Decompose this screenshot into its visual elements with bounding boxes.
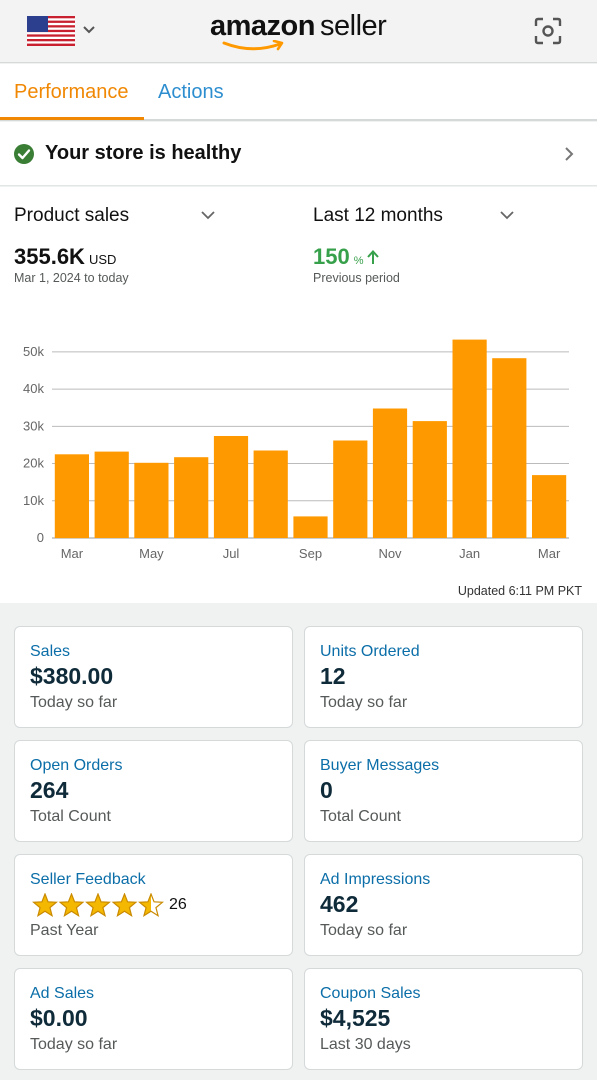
x-tick-label: May [139, 546, 164, 561]
logo-text-amazon: amazon [210, 10, 315, 42]
card-subtitle: Today so far [30, 694, 118, 711]
card-value: 462 [320, 891, 359, 917]
chevron-down-icon[interactable] [200, 209, 216, 221]
arrow-up-icon [366, 250, 379, 264]
store-health-text: Your store is healthy [45, 142, 242, 164]
period-dropdown[interactable]: Last 12 months [313, 205, 443, 226]
x-tick-label: Sep [299, 546, 322, 561]
star-icon [138, 893, 164, 918]
sales-panel: Product sales Last 12 months 355.6K USD M… [0, 187, 597, 603]
sales-bar-chart: 0 10k 20k 30k 40k 50k Mar May Jul Sep Nov Jan Mar [23, 339, 569, 561]
star-icon [85, 893, 111, 918]
star-icon [111, 893, 138, 918]
bar-oct-7[interactable] [333, 440, 368, 539]
previous-period-label: Previous period [313, 271, 400, 285]
sales-card[interactable]: Sales $380.00 Today so far [14, 626, 293, 728]
y-tick-label: 10k [23, 493, 44, 508]
card-subtitle: Last 30 days [320, 1036, 411, 1053]
card-value: $0.00 [30, 1005, 88, 1031]
card-title: Units Ordered [320, 643, 420, 660]
y-tick-label: 20k [23, 456, 44, 471]
card-title: Buyer Messages [320, 757, 440, 774]
x-tick-label: Jul [223, 546, 240, 561]
chevron-down-icon[interactable] [81, 22, 97, 38]
bar-sep-6[interactable] [293, 516, 328, 538]
card-value: 12 [320, 663, 346, 689]
card-title: Coupon Sales [320, 985, 421, 1002]
sales-change: 150% [313, 244, 380, 270]
y-tick-label: 50k [23, 344, 44, 359]
open-orders-card[interactable]: Open Orders 264 Total Count [14, 740, 293, 842]
bar-apr-1[interactable] [94, 451, 129, 538]
sales-currency: USD [88, 252, 117, 267]
bar-aug-5[interactable] [253, 450, 288, 539]
star-icon [58, 893, 85, 918]
ad-impressions-card[interactable]: Ad Impressions 462 Today so far [304, 854, 583, 956]
star-rating [32, 893, 164, 918]
y-tick-label: 40k [23, 381, 44, 396]
sales-change-value: 150 [313, 244, 350, 269]
x-tick-label: Jan [459, 546, 480, 561]
card-value: 264 [30, 777, 69, 803]
x-tick-label: Mar [61, 546, 84, 561]
sales-total-value: 355.6K [14, 244, 85, 269]
y-tick-label: 0 [37, 530, 44, 545]
card-value: $4,525 [320, 1005, 391, 1031]
card-subtitle: Total Count [30, 808, 111, 825]
card-value: 0 [320, 777, 333, 803]
card-title: Ad Impressions [320, 871, 431, 888]
store-health-row[interactable]: Your store is healthy [0, 122, 597, 186]
top-bar: amazon seller [0, 0, 597, 63]
tab-bar: Performance Actions [0, 64, 597, 121]
sales-total: 355.6K USD [14, 244, 116, 270]
units-ordered-card[interactable]: Units Ordered 12 Today so far [304, 626, 583, 728]
bar-jan-10[interactable] [452, 339, 487, 538]
active-tab-indicator [0, 117, 144, 120]
logo-text-seller: seller [320, 10, 387, 42]
x-tick-label: Nov [378, 546, 402, 561]
x-tick-label: Mar [538, 546, 561, 561]
ad-sales-card[interactable]: Ad Sales $0.00 Today so far [14, 968, 293, 1070]
chevron-down-icon[interactable] [499, 209, 515, 221]
sales-change-unit: % [353, 255, 364, 267]
bar-nov-8[interactable] [372, 408, 408, 539]
bar-feb-11[interactable] [492, 358, 527, 538]
card-value: $380.00 [30, 663, 114, 689]
bar-jul-4[interactable] [213, 436, 249, 538]
card-title: Seller Feedback [30, 871, 146, 888]
star-icon [32, 893, 58, 918]
bar-dec-9[interactable] [412, 421, 447, 538]
card-subtitle: Today so far [30, 1036, 118, 1053]
card-title: Sales [30, 643, 71, 660]
amazon-smile-icon [222, 40, 284, 51]
bar-mar-0[interactable] [54, 454, 89, 539]
rating-count: 26 [169, 896, 187, 913]
check-circle-icon [14, 144, 34, 164]
card-subtitle: Past Year [30, 922, 99, 939]
seller-feedback-card[interactable]: Seller Feedback 26 Past Year [14, 854, 293, 956]
card-title: Ad Sales [30, 985, 95, 1002]
bar-mar-12[interactable] [532, 475, 567, 538]
card-subtitle: Today so far [320, 922, 408, 939]
bar-jun-3[interactable] [174, 457, 209, 538]
updated-timestamp: Updated 6:11 PM PKT [457, 584, 582, 598]
sales-date-range: Mar 1, 2024 to today [14, 271, 129, 285]
buyer-messages-card[interactable]: Buyer Messages 0 Total Count [304, 740, 583, 842]
card-subtitle: Today so far [320, 694, 408, 711]
scan-icon[interactable] [533, 16, 563, 46]
us-flag-icon[interactable] [27, 16, 75, 46]
chevron-right-icon [565, 147, 574, 161]
bar-may-2[interactable] [134, 462, 169, 538]
coupon-sales-card[interactable]: Coupon Sales $4,525 Last 30 days [304, 968, 583, 1070]
y-tick-label: 30k [23, 418, 44, 433]
tab-actions[interactable]: Actions [158, 81, 224, 103]
metric-dropdown[interactable]: Product sales [14, 205, 130, 226]
tab-performance[interactable]: Performance [14, 81, 129, 103]
card-subtitle: Total Count [320, 808, 401, 825]
card-title: Open Orders [30, 757, 123, 774]
